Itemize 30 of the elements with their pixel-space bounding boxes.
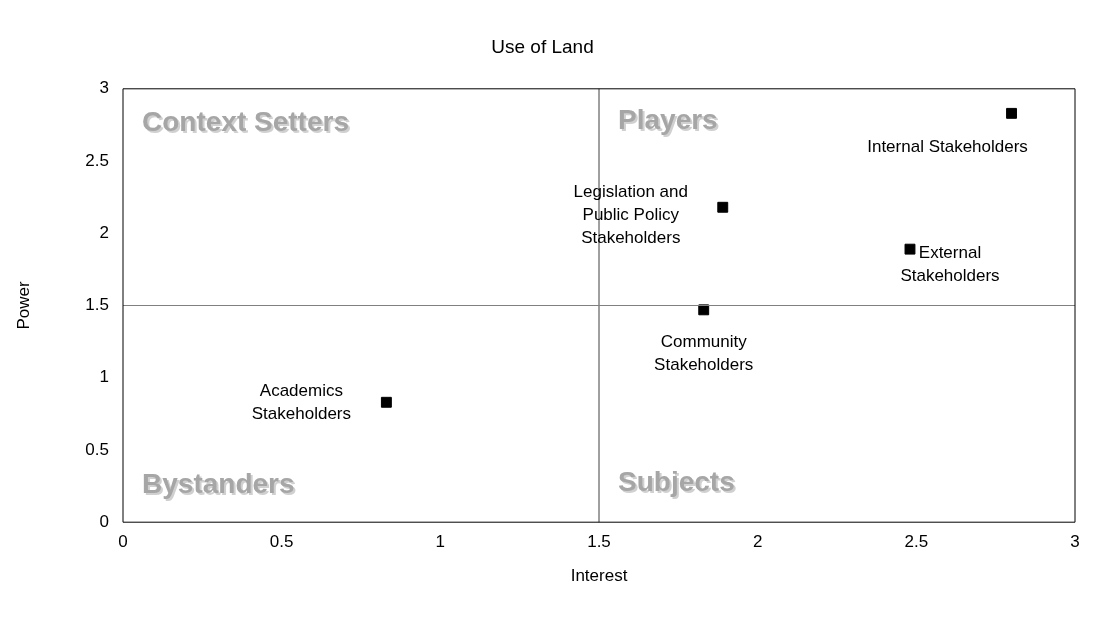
annotation: Bystanders [144, 470, 297, 502]
x-tick-label: 3 [1070, 532, 1080, 552]
x-tick-label: 0 [118, 532, 128, 552]
y-tick-label: 2.5 [85, 150, 109, 170]
annotation: Players [620, 106, 720, 138]
x-tick-label: 0.5 [269, 532, 294, 552]
y-tick-label: 0 [99, 511, 109, 531]
x-tick-label: 2.5 [904, 532, 929, 552]
x-tick-label: 1 [435, 532, 446, 552]
y-tick-label: 1 [99, 367, 109, 387]
y-tick-label: 0.5 [85, 439, 109, 459]
series-label: External Stakeholders [900, 243, 1000, 286]
x-tick-label: 1.5 [587, 532, 611, 552]
text: Community Stakeholders [654, 332, 754, 375]
point [380, 396, 392, 408]
y-axis-title: Power [13, 281, 33, 330]
point [717, 201, 729, 213]
y-tick-label: 3 [99, 78, 109, 98]
annotation: Subjects [620, 467, 737, 499]
x-tick-label: 2 [752, 532, 763, 552]
series-label: Academics Stakeholders [251, 381, 351, 424]
point [1006, 107, 1017, 119]
y-tick-label: 1.5 [85, 295, 109, 315]
series-label: Legislation and Public Policy Stakeholders [573, 181, 688, 247]
annotation: Context Setters [144, 108, 351, 140]
x-axis-title: Interest [570, 566, 628, 586]
series-label: Internal Stakeholders [867, 137, 1028, 157]
y-tick-label: 2 [99, 222, 109, 242]
chart-title: Use of Land [491, 35, 594, 57]
point [904, 243, 916, 255]
